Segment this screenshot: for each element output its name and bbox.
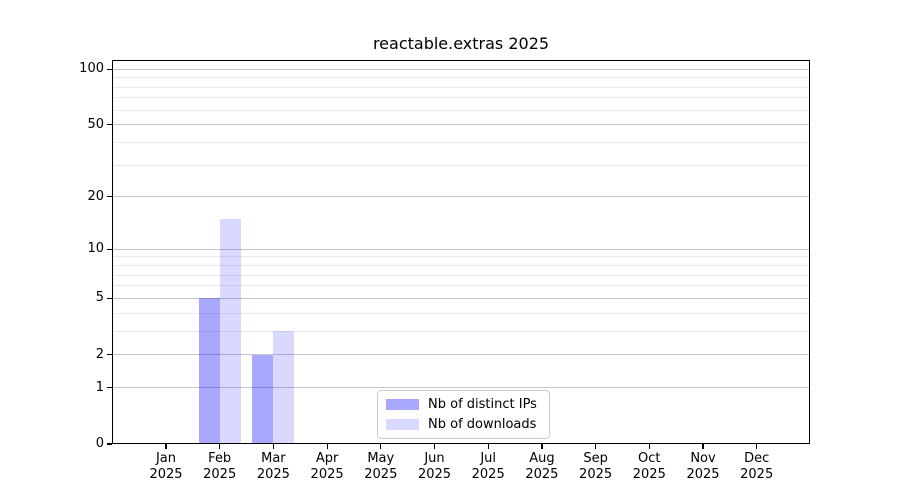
gridline-major	[112, 124, 810, 126]
gridline-minor	[112, 164, 810, 166]
x-tick	[433, 444, 436, 449]
x-tick-label: Oct 2025	[632, 451, 666, 482]
x-tick-label: Dec 2025	[740, 451, 774, 482]
y-tick-label: 5	[95, 290, 104, 306]
bar-distinct-ips	[198, 298, 220, 444]
gridline-minor	[112, 256, 810, 258]
x-tick-label: Aug 2025	[525, 451, 559, 482]
gridline-major	[112, 387, 810, 389]
bar-distinct-ips	[252, 354, 274, 444]
y-tick-label: 1	[95, 379, 104, 395]
legend-swatch-distinct-ips	[386, 399, 419, 410]
legend: Nb of distinct IPs Nb of downloads	[377, 390, 550, 439]
x-tick	[219, 444, 221, 449]
gridline-minor	[112, 274, 810, 276]
y-tick	[107, 196, 112, 198]
y-tick	[107, 387, 112, 389]
gridline-minor	[112, 97, 810, 99]
legend-label-downloads: Nb of downloads	[428, 417, 537, 432]
x-tick-label: Sep 2025	[579, 451, 613, 482]
x-tick-label: Nov 2025	[686, 451, 720, 482]
y-tick-label: 20	[87, 188, 104, 204]
x-tick	[487, 444, 489, 449]
x-tick	[756, 444, 758, 449]
y-tick	[107, 68, 112, 70]
x-tick	[380, 444, 382, 449]
y-tick	[107, 124, 112, 126]
gridline-minor	[112, 285, 810, 287]
x-tick-label: Mar 2025	[256, 451, 290, 482]
legend-entry-downloads: Nb of downloads	[386, 417, 537, 432]
gridline-major	[112, 68, 810, 70]
x-tick-label: Jun 2025	[417, 451, 452, 482]
bar-downloads	[273, 331, 295, 444]
x-tick	[165, 444, 167, 449]
gridline-major	[112, 196, 810, 198]
x-tick-label: Apr 2025	[310, 451, 344, 482]
x-tick	[595, 444, 597, 449]
x-tick	[541, 444, 543, 449]
gridline-minor	[112, 312, 810, 314]
x-tick	[648, 444, 650, 449]
y-tick-label: 2	[95, 346, 104, 362]
legend-swatch-downloads	[386, 419, 419, 430]
bar-downloads	[219, 218, 241, 444]
x-tick	[272, 444, 275, 449]
x-tick	[702, 444, 704, 449]
y-tick-label: 0	[95, 436, 104, 451]
legend-label-distinct-ips: Nb of distinct IPs	[428, 397, 537, 412]
y-tick	[107, 248, 112, 250]
y-tick	[107, 443, 112, 445]
x-tick-label: May 2025	[364, 451, 398, 482]
gridline-major	[112, 248, 810, 250]
y-tick-label: 50	[87, 116, 104, 132]
gridline-minor	[112, 330, 810, 332]
gridline-major	[112, 354, 810, 356]
gridline-minor	[112, 141, 810, 143]
y-tick-label: 10	[87, 241, 104, 257]
gridline-major	[112, 297, 810, 299]
legend-entry-distinct-ips: Nb of distinct IPs	[386, 397, 537, 412]
x-tick	[326, 444, 328, 449]
x-tick-label: Feb 2025	[203, 451, 237, 482]
gridline-minor	[112, 109, 810, 111]
y-tick-label: 100	[79, 61, 104, 77]
chart-title: reactable.extras 2025	[372, 34, 550, 53]
x-tick-label: Jan 2025	[149, 451, 183, 482]
gridline-minor	[112, 86, 810, 88]
y-tick	[107, 297, 112, 300]
gridline-minor	[112, 77, 810, 79]
y-tick	[107, 354, 112, 356]
x-tick-label: Jul 2025	[471, 451, 505, 482]
gridline-minor	[112, 265, 810, 267]
